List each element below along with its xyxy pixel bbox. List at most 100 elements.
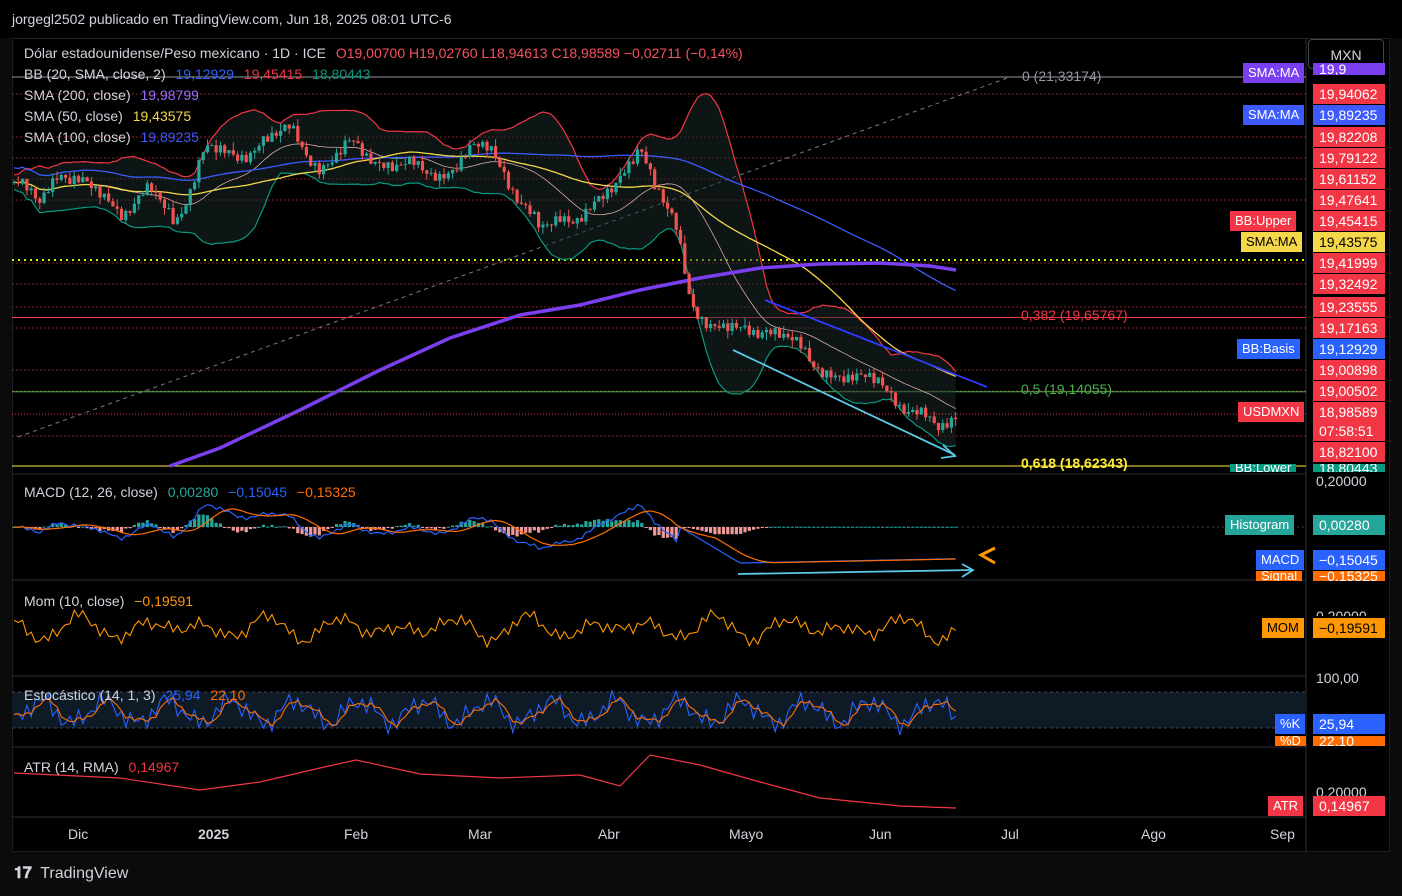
candle-body	[528, 205, 532, 214]
candle-body	[919, 407, 923, 415]
sma200-value: 19,98799	[140, 87, 199, 103]
publisher-line: jorgegl2502 publicado en TradingView.com…	[12, 11, 452, 27]
macd-histogram-bar	[451, 525, 455, 527]
candle-body	[442, 173, 446, 179]
macd-histogram-bar	[51, 523, 55, 527]
macd-histogram-bar	[438, 527, 442, 529]
macd-histogram-bar	[812, 526, 816, 528]
legend-sma200[interactable]: SMA (200, close) 19,98799	[24, 85, 199, 106]
macd-histogram-bar	[721, 527, 726, 535]
candle-body	[51, 178, 55, 193]
price-axis-label: 19,17163	[1313, 318, 1385, 338]
candle-body	[631, 161, 635, 164]
candle-body	[300, 141, 304, 148]
candle-body	[223, 145, 227, 154]
macd-histogram-bar	[64, 524, 68, 527]
legend-macd[interactable]: MACD (12, 26, close) 0,00280 −0,15045 −0…	[24, 482, 356, 503]
bb-lower-tag-value: 18,80443	[1313, 464, 1385, 472]
macd-histogram-bar	[833, 526, 837, 528]
candle-body	[76, 175, 81, 183]
candle-body	[605, 188, 609, 200]
legend-stoch[interactable]: Estocástico (14, 1, 3) 25,94 22,10	[24, 685, 245, 706]
macd-histogram-bar	[846, 526, 850, 528]
candle-body	[489, 146, 493, 151]
bb-basis-line	[13, 143, 956, 409]
macd-histogram-bar	[210, 518, 214, 527]
legend-atr[interactable]: ATR (14, RMA) 0,14967	[24, 757, 179, 778]
macd-histogram-bar	[696, 527, 700, 530]
macd-histogram-bar	[734, 527, 738, 535]
candle-body	[119, 208, 124, 221]
macd-histogram-bar	[76, 527, 81, 528]
macd-histogram-bar	[528, 527, 532, 533]
candle-body	[416, 161, 420, 165]
candle-body	[459, 156, 463, 171]
candle-body	[683, 243, 687, 274]
candle-body	[915, 410, 919, 415]
macd-histogram-bar	[524, 527, 528, 533]
candle-body	[102, 193, 106, 198]
macd-histogram-bar	[180, 527, 184, 529]
candle-body	[322, 165, 326, 175]
legend-mom[interactable]: Mom (10, close) −0,19591	[24, 591, 193, 612]
candle-body	[72, 175, 76, 184]
stoch-d-name-tag: %D	[1275, 736, 1306, 746]
usdmxn-price-tag: 18,98589	[1313, 402, 1385, 422]
candle-body	[820, 368, 824, 378]
macd-histogram-bar	[747, 527, 751, 531]
candle-body	[16, 182, 20, 184]
candle-body	[330, 162, 334, 165]
signal-name-tag: Signal	[1256, 571, 1303, 581]
candle-body	[747, 325, 751, 335]
macd-histogram-bar	[459, 521, 463, 527]
macd-histogram-bar	[541, 527, 545, 531]
macd-histogram-bar	[429, 527, 433, 529]
candle-body	[773, 328, 777, 335]
mom-label: Mom (10, close)	[24, 593, 125, 609]
macd-histogram-bar	[171, 527, 175, 533]
candle-body	[132, 203, 136, 213]
macd-histogram-bar	[287, 527, 291, 529]
legend-sma100[interactable]: SMA (100, close) 19,89235	[24, 127, 199, 148]
candle-body	[588, 208, 592, 210]
candle-body	[476, 144, 480, 147]
macd-histogram-bar	[231, 527, 235, 531]
macd-histogram-bar	[193, 519, 197, 527]
atr-value: 0,14967	[128, 759, 180, 775]
candle-body	[339, 152, 343, 155]
candle-body	[180, 213, 184, 218]
macd-histogram-bar	[820, 526, 824, 528]
tradingview-logo[interactable]: 𝟏𝟕 TradingView	[14, 865, 128, 883]
stoch-d-line	[13, 695, 957, 728]
macd-histogram-bar	[893, 526, 898, 528]
stoch-d-value: 22,10	[210, 687, 246, 703]
macd-histogram-bar	[825, 526, 829, 528]
candle-body	[317, 163, 321, 175]
candle-body	[868, 373, 872, 378]
candle-body	[670, 208, 674, 214]
candle-body	[537, 212, 541, 228]
legend-bb[interactable]: BB (20, SMA, close, 2) 19,12929 19,45415…	[24, 64, 371, 85]
candle-body	[171, 207, 175, 224]
macd-histogram-bar	[863, 526, 867, 528]
macd-histogram-bar	[868, 526, 872, 528]
fib-label-618: 0,618 (18,62343)	[1021, 455, 1128, 471]
macd-histogram-bar	[175, 527, 179, 531]
macd-histogram-bar	[631, 522, 635, 527]
candle-body	[601, 195, 605, 200]
candle-body	[825, 370, 829, 378]
stoch-k-line	[13, 689, 957, 736]
macd-histogram-bar	[248, 527, 253, 530]
candle-body	[734, 323, 738, 328]
candle-body	[803, 348, 807, 350]
legend-sma50[interactable]: SMA (50, close) 19,43575	[24, 106, 191, 127]
macd-histogram-bar	[98, 527, 102, 531]
candle-body	[154, 191, 158, 193]
candle-body	[850, 374, 855, 381]
candle-body	[115, 206, 119, 209]
macd-histogram-bar	[85, 527, 89, 529]
macd-histogram-bar	[55, 524, 59, 527]
candle-body	[859, 373, 863, 375]
macd-histogram-bar	[141, 522, 145, 527]
